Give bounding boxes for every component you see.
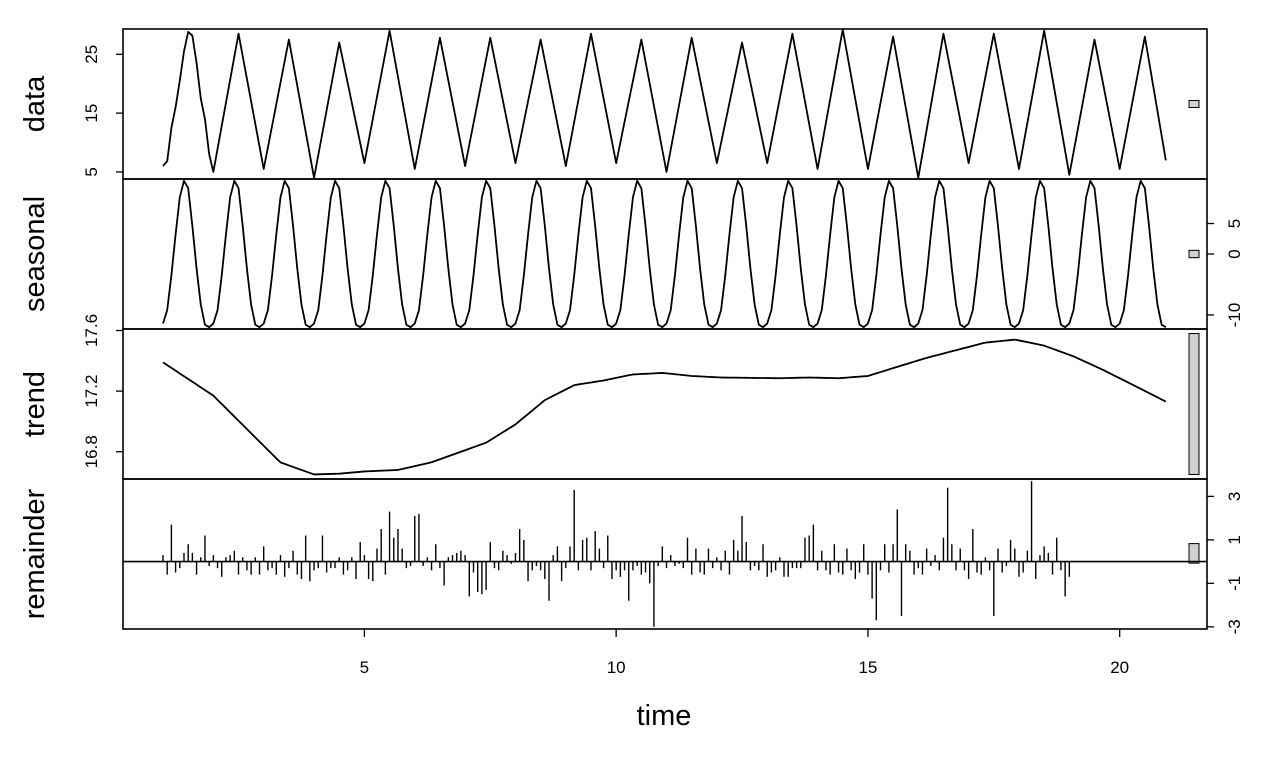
panel-label-seasonal: seasonal bbox=[19, 196, 51, 312]
x-tick-label: 5 bbox=[360, 658, 369, 677]
panel-frame bbox=[122, 28, 1208, 180]
y-tick-label: 5 bbox=[82, 167, 101, 176]
panel-remainder: remainder -3 -1 1 3 bbox=[19, 478, 1244, 634]
panel-label-data: data bbox=[19, 75, 51, 132]
trend-series-line bbox=[162, 338, 1167, 476]
y-tick-label: 17.2 bbox=[82, 375, 101, 408]
x-tick-label: 15 bbox=[858, 658, 877, 677]
panel-data: data 5 15 25 bbox=[19, 28, 1208, 180]
x-tick-label: 10 bbox=[607, 658, 626, 677]
panel-label-remainder: remainder bbox=[19, 488, 51, 619]
seasonal-series-line bbox=[162, 179, 1167, 329]
range-bar bbox=[1188, 543, 1200, 564]
x-axis-title: time bbox=[637, 700, 692, 732]
y-tick-label: 1 bbox=[1225, 535, 1244, 544]
range-bar bbox=[1188, 99, 1200, 109]
panel-frame bbox=[122, 178, 1208, 330]
y-tick-label: 3 bbox=[1225, 492, 1244, 501]
y-tick-label: 16.8 bbox=[82, 435, 101, 468]
panel-frame bbox=[122, 478, 1208, 630]
panel-seasonal: seasonal -10 0 5 bbox=[19, 178, 1244, 330]
y-tick-label: -10 bbox=[1225, 303, 1244, 328]
y-tick-label: 17.6 bbox=[82, 314, 101, 347]
range-bar bbox=[1188, 333, 1200, 475]
panel-label-trend: trend bbox=[19, 371, 51, 437]
data-series-line bbox=[162, 28, 1167, 179]
y-tick-label: 5 bbox=[1225, 219, 1244, 228]
y-tick-label: -3 bbox=[1225, 619, 1244, 634]
y-tick-label: 0 bbox=[1225, 249, 1244, 258]
panel-trend: trend 16.8 17.2 17.6 bbox=[19, 314, 1208, 480]
panels: data51525seasonal-1005trend16.817.217.6r… bbox=[19, 28, 1244, 677]
y-tick-label: 25 bbox=[82, 45, 101, 64]
range-bar bbox=[1188, 249, 1200, 259]
x-tick-label: 20 bbox=[1110, 658, 1129, 677]
y-tick-label: -1 bbox=[1225, 576, 1244, 591]
x-axis: 5 10 15 20 bbox=[360, 629, 1129, 677]
panel-frame bbox=[122, 328, 1208, 480]
y-tick-label: 15 bbox=[82, 104, 101, 123]
